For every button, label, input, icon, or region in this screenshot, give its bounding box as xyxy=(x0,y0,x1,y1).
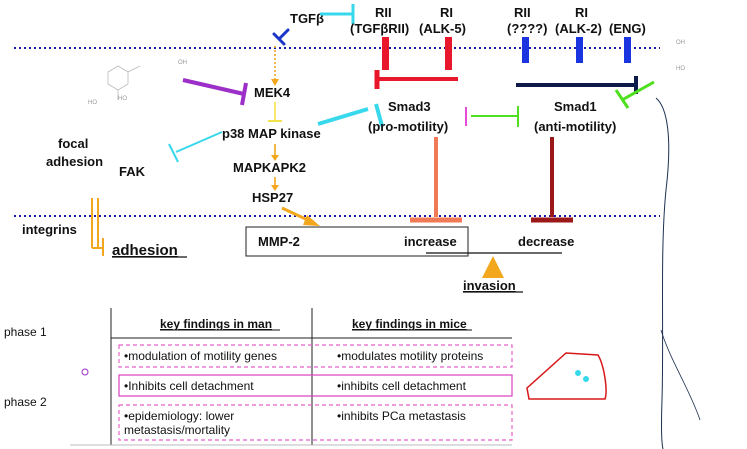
row1-man: •modulation of motility genes xyxy=(124,349,277,363)
hsp27-to-mmp2-head xyxy=(303,215,320,226)
decrease-label: decrease xyxy=(518,234,574,249)
phase1-label: phase 1 xyxy=(4,325,47,339)
phase2-label: phase 2 xyxy=(4,395,47,409)
integrins-label: integrins xyxy=(22,222,77,237)
cyan-inhibit-p38-bar xyxy=(374,103,384,127)
mapkapk2-to-hsp27-head xyxy=(271,185,279,191)
rii-right-label: RII xyxy=(514,5,531,20)
hsp27-label: HSP27 xyxy=(252,190,293,205)
tumor-dot-2 xyxy=(583,376,589,382)
col-mice-header: key findings in mice xyxy=(352,317,467,331)
row2-man: •Inhibits cell detachment xyxy=(124,379,254,393)
ri-right-sub: (ALK-2) xyxy=(555,21,602,36)
receptor-ri-right xyxy=(576,37,583,63)
faint-structure-left xyxy=(107,65,141,100)
mmp2-label: MMP-2 xyxy=(258,234,300,249)
mmp2-box xyxy=(245,226,469,257)
right-edge-curve xyxy=(655,97,670,449)
smad1-label: Smad1 xyxy=(554,99,597,114)
row3-box xyxy=(118,404,513,441)
rii-left-sub: (TGFβRII) xyxy=(350,21,409,36)
purple-inhibit-mek4 xyxy=(182,78,245,96)
rii-left-label: RII xyxy=(375,5,392,20)
fak-label: FAK xyxy=(119,164,146,179)
ri-left-label: RI xyxy=(440,5,453,20)
row3-man-line2: metastasis/mortality xyxy=(124,423,230,437)
row1-box xyxy=(118,344,513,368)
cyan-inhibit-fak xyxy=(175,131,223,153)
eng-label: (ENG) xyxy=(609,21,646,36)
tumor-shape xyxy=(526,352,607,400)
faint-label-right: OH xyxy=(676,40,685,46)
smad1-sub: (anti-motility) xyxy=(534,119,616,134)
row2-box xyxy=(118,374,513,397)
green-inhibit-right-bar xyxy=(614,89,630,109)
invasion-label: invasion xyxy=(463,278,516,293)
mapkapk2-label: MAPKAPK2 xyxy=(233,160,306,175)
faint-label-right2: HO xyxy=(676,66,685,72)
receptor-rii-right xyxy=(522,37,529,63)
green-inhibit-right xyxy=(621,80,655,102)
mek4-label: MEK4 xyxy=(254,85,291,100)
rii-right-sub: (????) xyxy=(507,21,547,36)
receptor-eng xyxy=(624,37,631,63)
faint-label-oh: OH xyxy=(178,60,187,66)
focal-label-2: adhesion xyxy=(46,154,103,169)
ri-left-sub: (ALK-5) xyxy=(419,21,466,36)
row3-man-line1: •epidemiology: lower xyxy=(124,409,234,423)
tumor-dot-1 xyxy=(575,370,581,376)
col-man-header: key findings in man xyxy=(160,317,272,331)
receptor-ri-left xyxy=(445,37,452,70)
smad3-sub: (pro-motility) xyxy=(368,119,448,134)
row3-mice: •inhibits PCa metastasis xyxy=(337,409,466,423)
faint-label-ho2: HO xyxy=(118,96,127,102)
cyan-inhibit-p38 xyxy=(317,107,369,126)
tgfb-to-mek4-head xyxy=(271,79,279,86)
row2-mice: •inhibits cell detachment xyxy=(337,379,467,393)
p38-label: p38 MAP kinase xyxy=(222,126,321,141)
p38-to-mapkapk2-head xyxy=(271,155,279,161)
seesaw-fulcrum xyxy=(482,256,504,278)
adhesion-label: adhesion xyxy=(112,242,178,259)
tgfb-label: TGFβ xyxy=(290,11,324,26)
tgfb-ligand-mark xyxy=(272,28,290,46)
row1-mice: •modulates motility proteins xyxy=(337,349,483,363)
right-edge-curve-2 xyxy=(660,329,701,421)
focal-label-1: focal xyxy=(58,136,88,151)
ri-right-label: RI xyxy=(575,5,588,20)
faint-label-ho: HO xyxy=(88,100,97,106)
purple-inhibit-mek4-bar xyxy=(240,82,248,106)
increase-label: increase xyxy=(404,234,457,249)
receptor-rii-left xyxy=(382,37,389,70)
cyan-inhibit-fak-bar xyxy=(168,143,179,163)
smad3-label: Smad3 xyxy=(388,99,431,114)
phase-marker-dot xyxy=(81,368,89,376)
